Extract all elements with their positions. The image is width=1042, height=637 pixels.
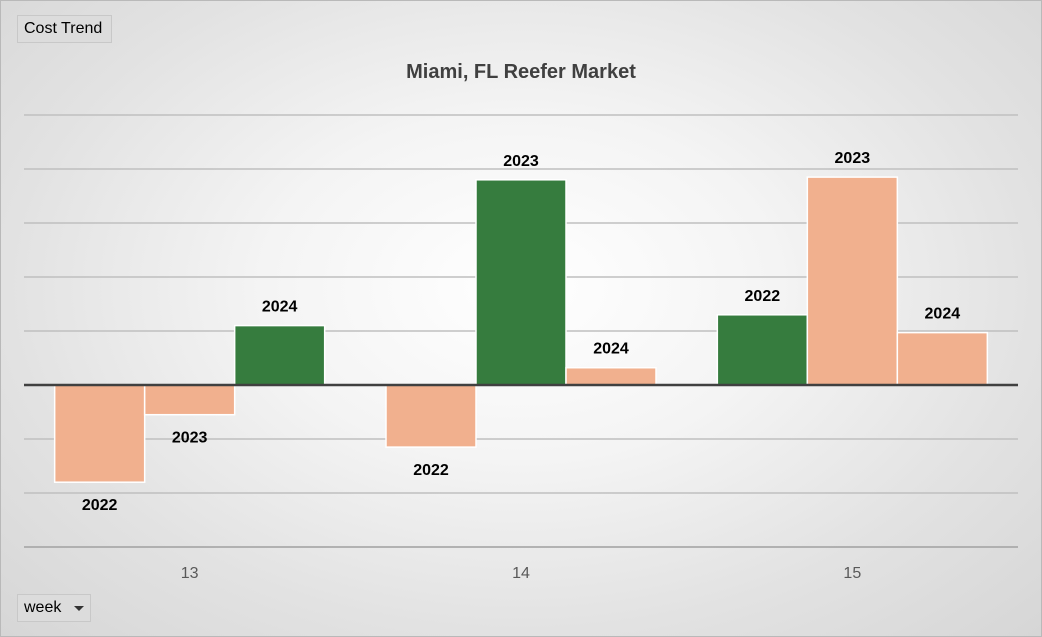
data-label: 2022 bbox=[745, 288, 781, 305]
bar-13-2022 bbox=[53, 384, 146, 483]
x-tick-label: 14 bbox=[512, 565, 530, 582]
bar-14-2023 bbox=[475, 179, 567, 386]
dropdown-arrow-icon[interactable] bbox=[74, 605, 84, 611]
data-label: 2024 bbox=[262, 299, 298, 316]
bar-15-2024 bbox=[896, 331, 989, 386]
data-label: 2024 bbox=[593, 341, 629, 358]
data-label: 2022 bbox=[82, 497, 118, 514]
bar-15-2023 bbox=[806, 176, 899, 386]
bar-15-2022 bbox=[716, 314, 809, 386]
data-label: 2023 bbox=[172, 430, 208, 447]
bar-14-2024 bbox=[565, 366, 657, 386]
bar-13-2023 bbox=[143, 384, 236, 416]
cost-trend-label: Cost Trend bbox=[24, 20, 103, 37]
cost-trend-filter-button[interactable]: Cost Trend bbox=[17, 15, 112, 43]
bar-14-2022 bbox=[385, 384, 477, 448]
chart-title: Miami, FL Reefer Market bbox=[406, 61, 636, 83]
week-label: week bbox=[24, 599, 62, 616]
x-tick-label: 13 bbox=[181, 565, 199, 582]
data-label: 2022 bbox=[413, 462, 449, 479]
bar-13-2024 bbox=[233, 324, 326, 386]
week-axis-field-button[interactable]: week bbox=[17, 594, 91, 622]
x-tick-label: 15 bbox=[843, 565, 861, 582]
data-label: 2023 bbox=[503, 153, 539, 170]
data-label: 2024 bbox=[925, 306, 961, 323]
data-label: 2023 bbox=[835, 150, 871, 167]
